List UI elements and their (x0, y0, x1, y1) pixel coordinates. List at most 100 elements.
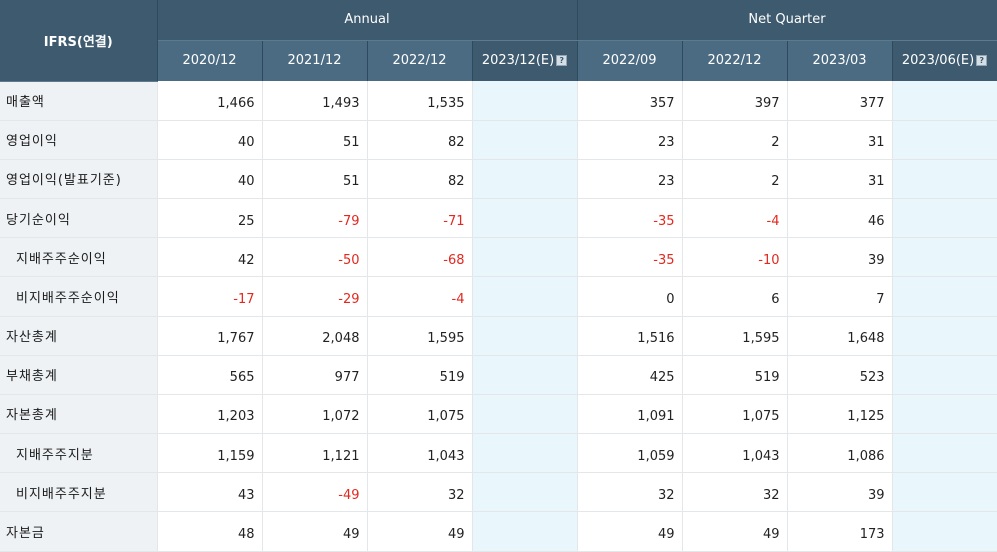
quarter-value-cell (892, 316, 997, 356)
quarter-value-cell: 32 (577, 472, 683, 513)
quarter-value-cell: 1,648 (787, 316, 893, 356)
annual-period-3: 2022/12 (367, 40, 473, 81)
quarter-value-cell: 1,043 (682, 433, 788, 474)
quarter-value-cell: 1,091 (577, 394, 683, 435)
table-row: 부채총계 565 977 519 425 519 523 (0, 355, 997, 395)
table-row: 매출액 1,466 1,493 1,535 357 397 377 (0, 81, 997, 121)
period-label: 2022/09 (602, 53, 657, 69)
quarter-value-cell: 1,125 (787, 394, 893, 435)
help-icon[interactable]: ? (976, 55, 988, 67)
annual-value-cell: -49 (262, 472, 368, 513)
quarter-value-cell: -35 (577, 237, 683, 278)
row-label: 비지배주주지분 (0, 472, 158, 513)
net-quarter-header: Net Quarter (577, 0, 997, 41)
annual-value-cell: 1,466 (157, 81, 263, 121)
annual-value-cell: -71 (367, 198, 473, 239)
annual-value-cell: 48 (157, 511, 263, 552)
quarter-value-cell (892, 355, 997, 395)
annual-value-cell (472, 316, 578, 356)
quarter-value-cell: 0 (577, 276, 683, 317)
table-row: 자산총계 1,767 2,048 1,595 1,516 1,595 1,648 (0, 316, 997, 356)
quarter-value-cell: 1,516 (577, 316, 683, 356)
quarter-value-cell: 523 (787, 355, 893, 395)
annual-value-cell (472, 394, 578, 435)
quarter-value-cell (892, 120, 997, 160)
annual-header: Annual (157, 0, 578, 41)
quarter-value-cell: 46 (787, 198, 893, 239)
period-label: 2023/03 (812, 53, 867, 69)
annual-value-cell: 1,159 (157, 433, 263, 474)
row-label: 부채총계 (0, 355, 158, 395)
quarter-value-cell: 49 (577, 511, 683, 552)
annual-value-cell: 82 (367, 159, 473, 200)
annual-value-cell: 40 (157, 159, 263, 200)
quarter-value-cell: 397 (682, 81, 788, 121)
quarter-value-cell (892, 237, 997, 278)
quarter-value-cell (892, 81, 997, 121)
annual-value-cell: 42 (157, 237, 263, 278)
quarter-value-cell: 32 (682, 472, 788, 513)
table-row: 자본금 48 49 49 49 49 173 (0, 511, 997, 552)
annual-value-cell: 2,048 (262, 316, 368, 356)
table-row: 비지배주주순이익 -17 -29 -4 0 6 7 (0, 276, 997, 317)
row-label: 자본총계 (0, 394, 158, 435)
table-row: 비지배주주지분 43 -49 32 32 32 39 (0, 472, 997, 513)
annual-value-cell: 51 (262, 159, 368, 200)
annual-value-cell (472, 120, 578, 160)
quarter-period-3: 2023/03 (787, 40, 893, 81)
annual-period-4-estimate: 2023/12(E)? (472, 40, 578, 81)
quarter-value-cell: 23 (577, 159, 683, 200)
table-row: 자본총계 1,203 1,072 1,075 1,091 1,075 1,125 (0, 394, 997, 435)
annual-period-2: 2021/12 (262, 40, 368, 81)
period-header-row: 2020/12 2021/12 2022/12 2023/12(E)? 2022/09 2… (0, 40, 997, 81)
annual-value-cell: 1,767 (157, 316, 263, 356)
row-label: 자산총계 (0, 316, 158, 356)
period-label: 2023/12(E) (481, 53, 555, 69)
row-label: 자본금 (0, 511, 158, 552)
quarter-value-cell (892, 394, 997, 435)
quarter-value-cell: 2 (682, 159, 788, 200)
help-icon[interactable]: ? (556, 55, 568, 67)
quarter-value-cell: 23 (577, 120, 683, 160)
quarter-period-1: 2022/09 (577, 40, 683, 81)
annual-value-cell: 1,493 (262, 81, 368, 121)
annual-value-cell (472, 198, 578, 239)
annual-value-cell: 1,203 (157, 394, 263, 435)
annual-value-cell (472, 276, 578, 317)
annual-value-cell: 49 (367, 511, 473, 552)
table-row: 당기순이익 25 -79 -71 -35 -4 46 (0, 198, 997, 239)
row-label: 매출액 (0, 81, 158, 121)
period-label: 2022/12 (707, 53, 762, 69)
annual-period-1: 2020/12 (157, 40, 263, 81)
quarter-value-cell: 1,075 (682, 394, 788, 435)
quarter-value-cell: -4 (682, 198, 788, 239)
row-label: 당기순이익 (0, 198, 158, 239)
annual-value-cell: 977 (262, 355, 368, 395)
annual-value-cell: -29 (262, 276, 368, 317)
quarter-value-cell: 1,059 (577, 433, 683, 474)
quarter-value-cell (892, 276, 997, 317)
period-label: 2021/12 (287, 53, 342, 69)
quarter-value-cell: 1,086 (787, 433, 893, 474)
quarter-value-cell (892, 433, 997, 474)
annual-value-cell: 1,075 (367, 394, 473, 435)
annual-value-cell: 1,595 (367, 316, 473, 356)
annual-value-cell: -79 (262, 198, 368, 239)
quarter-value-cell: 31 (787, 159, 893, 200)
quarter-period-4-estimate: 2023/06(E)? (892, 40, 997, 81)
annual-value-cell (472, 159, 578, 200)
table-body: 매출액 1,466 1,493 1,535 357 397 377 영업이익 40 51 82 23 2… (0, 81, 997, 552)
annual-value-cell (472, 433, 578, 474)
annual-value-cell: 32 (367, 472, 473, 513)
quarter-value-cell (892, 472, 997, 513)
quarter-value-cell: -35 (577, 198, 683, 239)
quarter-value-cell: 357 (577, 81, 683, 121)
annual-value-cell: 1,535 (367, 81, 473, 121)
annual-value-cell: -50 (262, 237, 368, 278)
quarter-value-cell: 39 (787, 237, 893, 278)
annual-value-cell: 40 (157, 120, 263, 160)
table-row: 지배주주순이익 42 -50 -68 -35 -10 39 (0, 237, 997, 278)
period-label: 2020/12 (182, 53, 237, 69)
annual-value-cell: 519 (367, 355, 473, 395)
